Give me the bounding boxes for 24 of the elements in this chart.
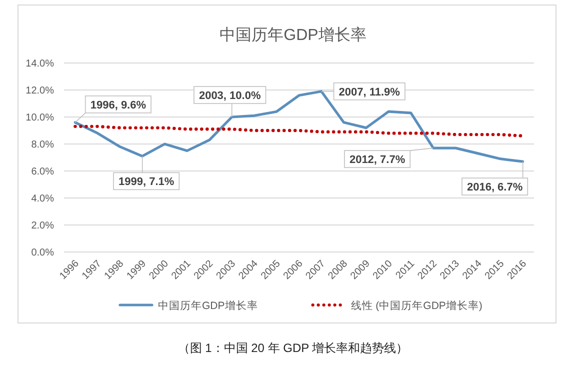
callout: 2007, 11.9% xyxy=(320,82,406,100)
y-tick-label: 6.0% xyxy=(31,166,54,178)
annotation: 2003, 10.0% xyxy=(198,90,261,102)
annotation: 2007, 11.9% xyxy=(338,86,400,98)
callout: 1996, 9.6% xyxy=(74,96,152,123)
y-tick-label: 4.0% xyxy=(31,194,54,204)
chart-title: 中国历年GDP增长率 xyxy=(220,26,366,44)
text: （图 1：中国 20 年 GDP 增长率和趋势线） xyxy=(178,341,408,355)
y-tick-label: 2.0% xyxy=(31,220,54,232)
y-tick-label: 12.0% xyxy=(26,86,54,96)
annotation: 2012, 7.7% xyxy=(349,154,406,166)
y-tick-label: 0.0% xyxy=(31,248,54,258)
callout: 2016, 6.7% xyxy=(462,161,528,196)
callout: 1999, 7.1% xyxy=(113,156,180,190)
annotation: 1996, 9.6% xyxy=(90,99,146,112)
y-tick-label: 8.0% xyxy=(31,140,54,150)
y-tick-label: 10.0% xyxy=(26,112,54,124)
legend-label: 中国历年GDP增长率 xyxy=(158,299,258,312)
legend-label: 线性 (中国历年GDP增长率) xyxy=(350,299,482,312)
annotation: 1999, 7.1% xyxy=(118,176,174,188)
callout: 2012, 7.7% xyxy=(344,148,434,168)
annotation: 2016, 6.7% xyxy=(466,182,523,194)
callout: 2003, 10.0% xyxy=(194,86,266,118)
y-tick-label: 14.0% xyxy=(26,58,54,70)
